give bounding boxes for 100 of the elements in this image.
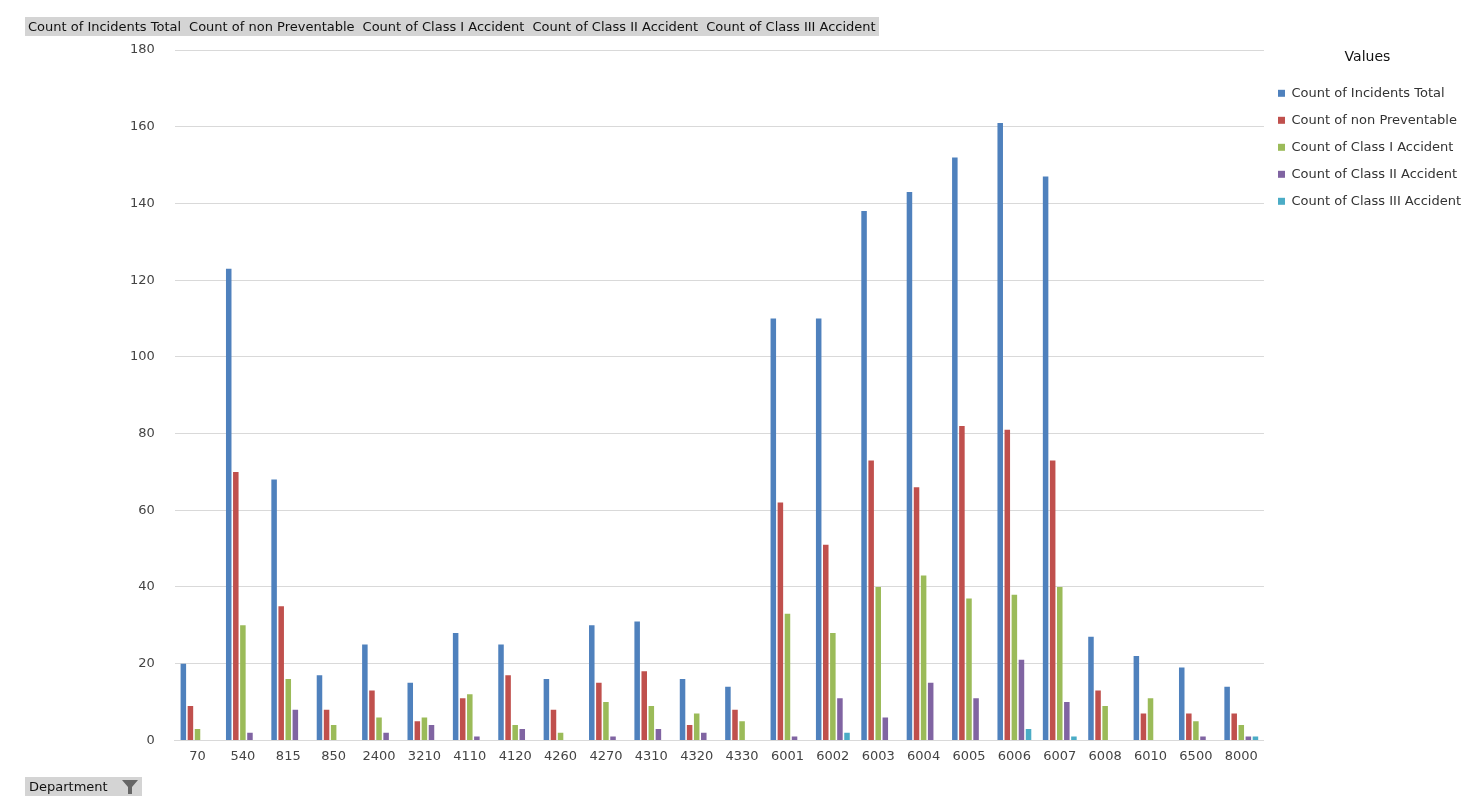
bar <box>952 157 958 740</box>
bar <box>383 732 389 740</box>
bar <box>861 211 867 740</box>
bar <box>997 122 1003 740</box>
bar <box>323 709 330 740</box>
bar <box>686 725 693 740</box>
bar <box>648 705 655 740</box>
bar <box>452 633 459 740</box>
bar <box>655 728 662 740</box>
x-tick-label: 6005 <box>952 747 986 763</box>
bar <box>505 675 511 740</box>
bar <box>278 606 284 740</box>
bar <box>316 675 323 740</box>
bar <box>271 479 277 740</box>
bar <box>1147 698 1154 740</box>
bar <box>1231 713 1237 740</box>
bar <box>815 318 822 740</box>
bar <box>428 725 435 740</box>
bar <box>959 425 965 740</box>
bar <box>701 732 707 740</box>
x-tick-label: 3210 <box>407 747 441 763</box>
legend-label: Count of Class II Accident <box>1291 165 1458 181</box>
bar <box>225 268 232 740</box>
x-tick-label: 6010 <box>1133 747 1168 763</box>
bar <box>823 544 829 740</box>
bar <box>1088 636 1094 740</box>
bar <box>589 625 595 740</box>
y-tick-label: 20 <box>138 655 155 671</box>
legend-label: Count of Class III Accident <box>1291 192 1461 208</box>
x-tick-label: 4310 <box>634 747 668 763</box>
x-tick-label: 6003 <box>861 747 895 763</box>
bar <box>550 709 557 740</box>
bar <box>330 725 337 740</box>
bar <box>240 625 246 740</box>
x-tick-label: 4320 <box>680 747 714 763</box>
bar <box>641 671 647 740</box>
y-tick-label: 40 <box>138 578 155 594</box>
bar <box>1238 725 1245 740</box>
x-tick-label: 4270 <box>589 747 623 763</box>
bar <box>1049 460 1056 740</box>
bar <box>233 471 239 740</box>
bar <box>467 694 473 740</box>
x-tick-label: 4260 <box>544 747 578 763</box>
bar <box>414 721 421 740</box>
bar <box>927 682 934 740</box>
bar <box>920 575 927 740</box>
bar <box>725 686 731 740</box>
bar <box>906 191 913 740</box>
bar <box>1200 736 1206 740</box>
bar <box>194 728 201 740</box>
bar <box>875 586 881 740</box>
bar <box>913 487 920 740</box>
bar <box>1071 736 1077 740</box>
bar <box>285 679 292 740</box>
bar <box>739 721 745 740</box>
y-tick-label: 80 <box>138 424 155 440</box>
bar <box>1224 686 1230 740</box>
text: Count of Incidents Total <box>28 19 182 34</box>
text: Count of non Preventable <box>189 19 355 34</box>
bar <box>784 613 791 740</box>
y-tick-label: 180 <box>129 41 155 57</box>
bar <box>973 698 979 740</box>
bar <box>474 736 480 740</box>
x-tick-label: 70 <box>189 747 206 763</box>
legend-title: Values <box>1344 47 1391 64</box>
bar <box>603 702 609 740</box>
bar <box>421 717 428 740</box>
bar <box>1025 728 1032 740</box>
y-tick-label: 120 <box>129 271 155 287</box>
bar <box>679 679 686 740</box>
bar <box>187 705 194 740</box>
bar <box>1178 667 1185 740</box>
bar <box>407 682 414 740</box>
y-tick-label: 100 <box>129 348 155 364</box>
x-tick-label: 6500 <box>1179 747 1213 763</box>
bar <box>1140 713 1147 740</box>
bar <box>512 725 518 740</box>
bar <box>247 732 253 740</box>
bar <box>610 736 616 740</box>
x-tick-label: 6006 <box>997 747 1031 763</box>
bar <box>369 690 375 740</box>
bar <box>882 717 889 740</box>
bar <box>830 633 836 740</box>
bar <box>777 502 784 740</box>
bar <box>732 709 738 740</box>
y-tick-label: 140 <box>129 194 155 210</box>
bar <box>1186 713 1192 740</box>
text: Count of Class II Accident <box>532 19 699 34</box>
bar <box>634 621 640 740</box>
bar <box>180 663 187 740</box>
bar <box>844 732 850 740</box>
x-axis-title: Department <box>29 779 108 794</box>
bar <box>837 698 843 740</box>
x-tick-label: 6001 <box>770 747 805 763</box>
x-tick-label: 4110 <box>453 747 487 763</box>
bar <box>376 717 382 740</box>
bar <box>693 713 700 740</box>
x-tick-label: 540 <box>230 747 256 763</box>
text: Count of Class I Accident <box>362 19 525 34</box>
text: Count of Class III Accident <box>706 19 876 34</box>
